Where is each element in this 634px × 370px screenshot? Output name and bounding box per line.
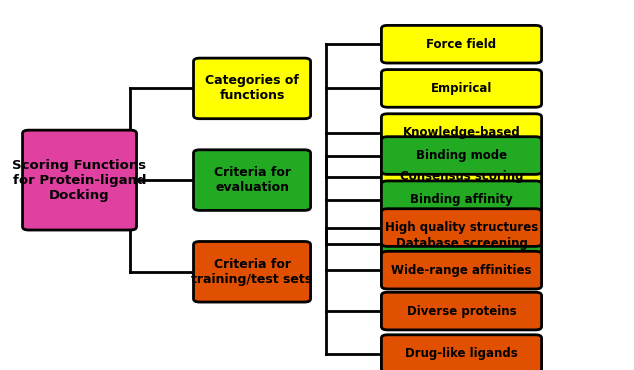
Text: Binding mode: Binding mode [416,149,507,162]
Text: Drug-like ligands: Drug-like ligands [405,347,518,360]
Text: Wide-range affinities: Wide-range affinities [391,264,532,277]
FancyBboxPatch shape [382,181,541,219]
Text: Force field: Force field [427,38,496,51]
FancyBboxPatch shape [193,58,311,119]
Text: Categories of
functions: Categories of functions [205,74,299,102]
FancyBboxPatch shape [382,158,541,196]
Text: Diverse proteins: Diverse proteins [406,305,516,317]
Text: Empirical: Empirical [431,82,492,95]
Text: Binding affinity: Binding affinity [410,193,513,206]
FancyBboxPatch shape [382,251,541,289]
FancyBboxPatch shape [382,209,541,246]
FancyBboxPatch shape [382,137,541,174]
FancyBboxPatch shape [382,70,541,107]
Text: Knowledge-based: Knowledge-based [403,126,521,139]
FancyBboxPatch shape [193,242,311,302]
Text: Criteria for
evaluation: Criteria for evaluation [214,166,290,194]
FancyBboxPatch shape [382,292,541,330]
FancyBboxPatch shape [382,26,541,63]
Text: Criteria for
training/test sets: Criteria for training/test sets [191,258,313,286]
Text: Database screening: Database screening [396,238,527,250]
Text: Scoring Functions
for Protein-ligand
Docking: Scoring Functions for Protein-ligand Doc… [13,159,146,202]
Text: High quality structures: High quality structures [385,221,538,234]
Text: Consensus scoring: Consensus scoring [400,170,523,183]
FancyBboxPatch shape [382,225,541,263]
FancyBboxPatch shape [23,130,136,230]
FancyBboxPatch shape [193,150,311,211]
FancyBboxPatch shape [382,335,541,370]
FancyBboxPatch shape [382,114,541,151]
